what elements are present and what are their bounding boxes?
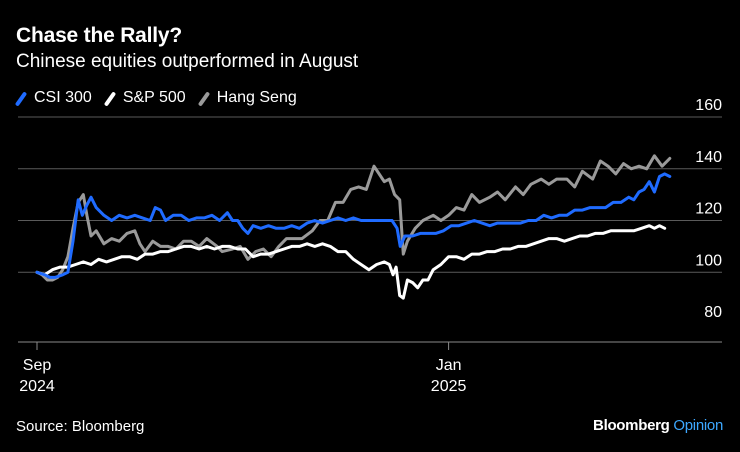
y-tick-label-160: 160	[695, 97, 722, 114]
brand-logo: Bloomberg Opinion	[593, 417, 723, 434]
x-tick-label-sep: Sep	[23, 357, 52, 374]
y-tick-label-140: 140	[695, 149, 722, 166]
legend-item-hangseng: Hang Seng	[199, 89, 297, 107]
series-line-csi-300	[35, 172, 672, 279]
y-tick-label-100: 100	[695, 252, 722, 269]
legend-label-csi300: CSI 300	[34, 89, 92, 106]
legend-item-csi300: CSI 300	[16, 89, 92, 107]
y-tick-label-120: 120	[695, 201, 722, 218]
source-note: Source: Bloomberg	[16, 418, 145, 435]
x-tick-sublabel-sep: 2024	[19, 378, 55, 395]
chart-title: Chase the Rally?	[16, 24, 183, 47]
series-line-hang-seng	[35, 154, 672, 282]
legend-label-sp500: S&P 500	[122, 89, 186, 106]
x-tick-sublabel-jan: 2025	[431, 378, 467, 395]
legend-label-hangseng: Hang Seng	[216, 89, 297, 106]
brand-suffix: Opinion	[673, 417, 723, 434]
legend: CSI 300 S&P 500 Hang Seng	[16, 89, 310, 107]
y-tick-label-80: 80	[704, 304, 722, 321]
legend-item-sp500: S&P 500	[105, 89, 186, 107]
x-tick-label-jan: Jan	[436, 357, 462, 374]
chart-subtitle: Chinese equities outperformed in August	[16, 51, 359, 72]
brand-name: Bloomberg	[593, 417, 670, 434]
series-line-s-p-500	[35, 224, 667, 300]
